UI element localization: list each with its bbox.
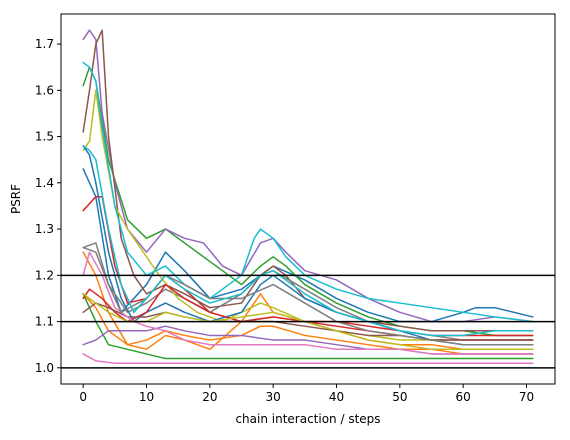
series-line-13 <box>82 293 534 360</box>
x-tick-label: 70 <box>519 390 534 404</box>
y-tick-label: 1.7 <box>35 37 54 51</box>
series-line-18 <box>82 246 534 346</box>
series-line-17 <box>82 251 534 355</box>
y-axis-label: PSRF <box>9 184 23 214</box>
x-tick-label: 50 <box>392 390 407 404</box>
y-tick-label: 1.5 <box>35 130 54 144</box>
series-line-11 <box>82 145 534 346</box>
x-axis-label: chain interaction / steps <box>235 412 380 426</box>
y-tick-label: 1.4 <box>35 176 54 190</box>
series-line-10 <box>82 61 534 323</box>
series-line-19 <box>82 293 534 351</box>
x-tick-label: 60 <box>456 390 471 404</box>
x-axis-ticks: 0 10 20 30 40 50 60 70 <box>79 384 534 404</box>
x-tick-label: 0 <box>79 390 87 404</box>
series-line-7 <box>82 353 534 364</box>
y-tick-label: 1.3 <box>35 222 54 236</box>
x-tick-label: 10 <box>139 390 154 404</box>
reference-lines <box>61 274 555 369</box>
x-tick-label: 40 <box>329 390 344 404</box>
x-tick-label: 30 <box>266 390 281 404</box>
x-tick-label: 20 <box>202 390 217 404</box>
y-tick-label: 1.2 <box>35 268 54 282</box>
y-axis-ticks: 1.0 1.1 1.2 1.3 1.4 1.5 1.6 1.7 <box>35 37 61 375</box>
y-tick-label: 1.0 <box>35 361 54 375</box>
y-tick-label: 1.6 <box>35 83 54 97</box>
plot-frame <box>60 13 556 385</box>
series-line-6 <box>82 29 534 332</box>
series-line-20 <box>82 145 534 337</box>
y-tick-label: 1.1 <box>35 315 54 329</box>
